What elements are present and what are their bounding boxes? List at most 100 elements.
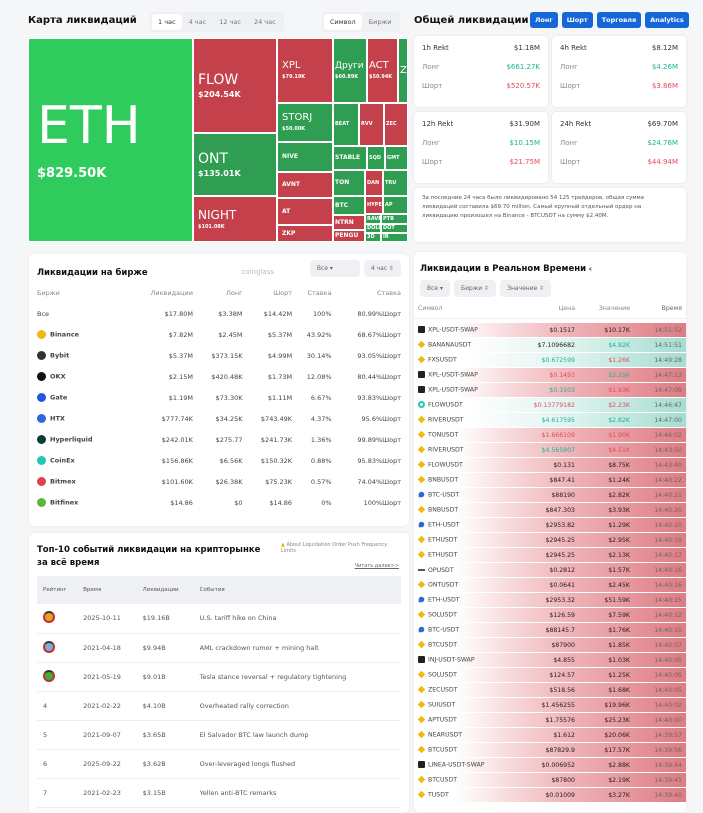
realtime-row[interactable]: ZECUSDT $518.56 $1.68K 14:40:05 (414, 683, 686, 698)
treemap-cell[interactable]: PENGU (333, 230, 365, 242)
exchange-row[interactable]: Все $17.80M $3.38M $14.42M 100% 80.99%Шорт (37, 303, 401, 324)
short-button[interactable]: Шорт (561, 12, 593, 28)
tab-exchanges[interactable]: Биржи (368, 18, 392, 26)
tab-1h[interactable]: 1 час (152, 14, 182, 30)
treemap-cell[interactable]: SQD (367, 146, 385, 170)
tab-symbol[interactable]: Символ (324, 14, 362, 30)
treemap-cell[interactable]: TON (333, 170, 365, 196)
realtime-row[interactable]: XPL-USDT-SWAP $0.1493 $2.25K 14:47:13 (414, 368, 686, 383)
realtime-row[interactable]: BANANAUSDT $7.1096682 $4.82K 14:51:51 (414, 338, 686, 353)
stat-value: $661.27K (506, 63, 540, 71)
realtime-row[interactable]: ETH-USDT $2953.82 $1.29K 14:40:20 (414, 518, 686, 533)
exchange-cell-text: Все (37, 309, 50, 318)
treemap-cell[interactable]: STABLE (333, 146, 367, 170)
realtime-row[interactable]: BTCUSDT $87800 $2.19K 14:39:41 (414, 773, 686, 788)
realtime-row[interactable]: RIVERUSDT $4.565907 $4.51K 14:43:50 (414, 443, 686, 458)
realtime-row[interactable]: XPL-USDT-SWAP $0.1503 $1.93K 14:47:09 (414, 383, 686, 398)
treemap-cell[interactable]: RVV (359, 103, 384, 146)
realtime-row[interactable]: FLOWUSDT $0.13779182 $2.23K 14:46:47 (414, 398, 686, 413)
realtime-row[interactable]: SOLUSDT $126.59 $7.59K 14:40:12 (414, 608, 686, 623)
treemap-cell[interactable]: DOT (381, 224, 408, 233)
realtime-row[interactable]: NEARUSDT $1.612 $20.06K 14:39:57 (414, 728, 686, 743)
realtime-row[interactable]: BNBUSDT $847.303 $3.93K 14:40:20 (414, 503, 686, 518)
treemap-cell[interactable]: ETH $829.50K (28, 38, 193, 242)
treemap-cell[interactable]: NIVE (277, 142, 333, 172)
treemap-cell[interactable]: NTRN (333, 215, 365, 230)
treemap-cell[interactable]: Z (398, 38, 408, 103)
realtime-row[interactable]: SOLUSDT $124.57 $1.25K 14:40:05 (414, 668, 686, 683)
exchange-row[interactable]: HTX $777.74K $34.25K $743.49K 4.37% 95.6%Шорт (37, 408, 401, 429)
treemap-cell[interactable]: FLOW $204.54K (193, 38, 277, 133)
sound-icon[interactable]: 🔈︎ (589, 265, 594, 273)
realtime-row[interactable]: TUSDT $0.01009 $3.27K 14:39:40 (414, 788, 686, 803)
realtime-row[interactable]: INJ-USDT-SWAP $4.855 $1.03K 14:40:05 (414, 653, 686, 668)
realtime-row[interactable]: BTC-USDT $88190 $2.82K 14:40:21 (414, 488, 686, 503)
realtime-row[interactable]: BNBUSDT $847.41 $1.24K 14:40:22 (414, 473, 686, 488)
value-filter[interactable]: Значение ⇳ (500, 280, 552, 297)
realtime-row[interactable]: FLOWUSDT $0.131 $8.75K 14:43:40 (414, 458, 686, 473)
realtime-row[interactable]: BTC-USDT $88145.7 $1.76K 14:40:10 (414, 623, 686, 638)
treemap-cell[interactable]: STORJ $50.00K (277, 103, 333, 142)
notice-link[interactable]: ▲ About Liquidation Order Push Frequency… (281, 542, 401, 554)
trading-button[interactable]: Торговля (596, 12, 642, 28)
realtime-row[interactable]: BTCUSDT $87900 $1.85K 14:40:07 (414, 638, 686, 653)
exchange-row[interactable]: Gate $1.19M $73.30K $1.11M 6.67% 93.83%Шорт (37, 387, 401, 408)
treemap-cell[interactable]: 3D (365, 233, 381, 242)
treemap-cell[interactable]: IR (381, 233, 408, 242)
treemap-cell[interactable]: DAN (365, 170, 383, 196)
realtime-row[interactable]: ETH-USDT $2953.32 $51.59K 14:40:15 (414, 593, 686, 608)
realtime-row[interactable]: OPUSDT $0.2812 $1.57K 14:40:16 (414, 563, 686, 578)
realtime-row[interactable]: ETHUSDT $2945.25 $2.13K 14:40:17 (414, 548, 686, 563)
treemap-cell[interactable]: HYPE (365, 196, 383, 214)
side-filter[interactable]: Все ▾ (420, 280, 451, 297)
treemap-symbol: FLOW (198, 71, 239, 88)
exchange-cell-text: 0% (321, 498, 332, 507)
tab-4h[interactable]: 4 час (188, 18, 207, 26)
exchange-filter-select[interactable]: Все ▾ (309, 260, 360, 277)
treemap-cell[interactable]: XPL $79.19K (277, 38, 333, 103)
treemap-cell[interactable]: DOLO (365, 224, 381, 233)
treemap-cell[interactable]: BTC (333, 196, 365, 215)
exchange-cell-text: 1.36% (310, 435, 332, 444)
realtime-row[interactable]: ONTUSDT $0.0641 $2.45K 14:40:16 (414, 578, 686, 593)
treemap-cell[interactable]: ZEC (384, 103, 408, 146)
realtime-row[interactable]: ETHUSDT $2945.25 $2.95K 14:40:19 (414, 533, 686, 548)
exchange-row[interactable]: Bitfinex $14.86 $0 $14.86 0% 100%Шорт (37, 492, 401, 513)
exchange-row[interactable]: Bitmex $101.60K $26.38K $75.23K 0.57% 74.04%Ш… (37, 471, 401, 492)
exchange-range-select[interactable]: 4 час ⇳ (363, 260, 401, 277)
exchange-row[interactable]: CoinEx $156.86K $6.56K $150.32K 0.88% 95.83%Ш… (37, 450, 401, 471)
realtime-row[interactable]: TONUSDT $1.666109 $1.90K 14:46:02 (414, 428, 686, 443)
long-button[interactable]: Лонг (530, 12, 558, 28)
tab-12h[interactable]: 12 час (219, 18, 241, 26)
exchange-row[interactable]: Binance $7.82M $2.45M $5.37M 43.92% 68.67%Шор… (37, 324, 401, 345)
treemap-cell[interactable]: GMT (385, 146, 408, 170)
top10-cell-text: 2021-05-19 (83, 672, 121, 681)
realtime-row[interactable]: BTCUSDT $87829.9 $17.57K 14:39:56 (414, 743, 686, 758)
read-more-link[interactable]: Читать далее>> (354, 563, 399, 569)
tab-24h[interactable]: 24 час (253, 18, 276, 26)
treemap-cell[interactable]: AVNT (277, 172, 333, 198)
treemap-cell[interactable]: ONT $135.01K (193, 133, 277, 196)
treemap-cell[interactable]: AP (383, 196, 408, 214)
realtime-row[interactable]: LINEA-USDT-SWAP $0.006952 $2.88K 14:39:44 (414, 758, 686, 773)
realtime-row[interactable]: XPL-USDT-SWAP $0.1517 $10.17K 14:51:52 (414, 323, 686, 338)
realtime-row[interactable]: APTUSDT $1.75576 $25.23K 14:40:00 (414, 713, 686, 728)
realtime-row[interactable]: RIVERUSDT $4.617595 $2.82K 14:47:00 (414, 413, 686, 428)
analytics-button[interactable]: Analytics (645, 12, 689, 28)
treemap-cell[interactable]: BEAT (333, 103, 359, 146)
realtime-row[interactable]: SUIUSDT $1.456255 $19.96K 14:40:02 (414, 698, 686, 713)
treemap-cell[interactable]: AT (277, 198, 333, 225)
realtime-row[interactable]: FXSUSDT $0.672599 $1.26K 14:49:28 (414, 353, 686, 368)
exchange-filter[interactable]: Биржи ⇳ (454, 280, 497, 297)
treemap-cell[interactable]: Други $60.89K (333, 38, 367, 103)
treemap-cell[interactable]: ACT $50.94K (367, 38, 398, 103)
treemap-cell[interactable]: NIGHT $101.08K (193, 196, 277, 242)
exchange-icon (418, 731, 426, 739)
treemap-cell[interactable]: TRU (383, 170, 408, 196)
treemap-cell[interactable]: PTB (381, 214, 408, 224)
exchange-row[interactable]: OKX $2.15M $420.48K $1.73M 12.08% 80.44%Шорт (37, 366, 401, 387)
exchange-row[interactable]: Hyperliquid $242.01K $275.77 $241.73K 1.36% 9… (37, 429, 401, 450)
treemap-cell[interactable]: RAVE (365, 214, 381, 224)
exchange-row[interactable]: Bybit $5.37M $373.15K $4.99M 30.14% 93.05%Шор… (37, 345, 401, 366)
treemap-cell[interactable]: ZKP (277, 225, 333, 242)
